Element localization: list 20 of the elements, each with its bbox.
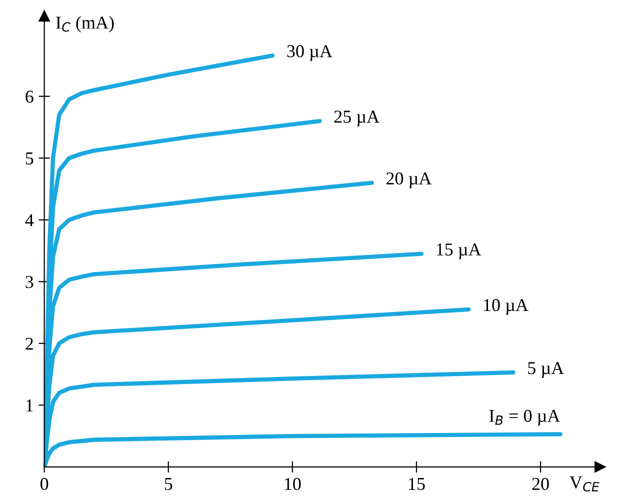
y-tick-label: 3 <box>26 276 34 288</box>
series-label: 25 µA <box>334 110 380 126</box>
x-tick-label: 20 <box>532 478 549 490</box>
y-tick-label: 2 <box>26 338 33 350</box>
y-tick-label: 1 <box>26 400 33 412</box>
y-tick-label: 5 <box>26 152 34 165</box>
x-tick-label: 5 <box>164 478 172 490</box>
x-tick-label: 0 <box>40 478 48 490</box>
series-label: 5 µA <box>528 362 564 378</box>
series-label: I$_{B}$ = 0 µA <box>489 410 560 426</box>
x-tick-label: 10 <box>284 478 301 490</box>
series-label: 20 µA <box>386 172 432 188</box>
series-label: 15 µA <box>436 243 482 260</box>
y-axis-title: I$_{C}$ (mA) <box>56 16 114 32</box>
x-tick-label: 15 <box>409 478 425 490</box>
y-tick-label: 6 <box>26 90 34 103</box>
series-label: 30 µA <box>287 45 332 61</box>
y-tick-label: 4 <box>25 214 34 226</box>
x-axis-title: V$_{CE}$ <box>570 476 600 492</box>
series-label: 10 µA <box>484 298 528 315</box>
